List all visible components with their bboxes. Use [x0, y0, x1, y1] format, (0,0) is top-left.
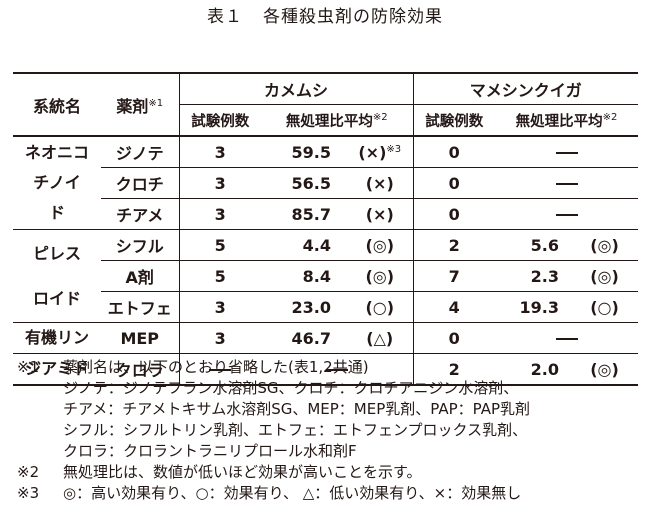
dash-mark — [555, 152, 578, 154]
m-ratio: 19.3 — [495, 291, 571, 323]
footnote-text: チアメ：チアメトキサム水溶剤SG、MEP：MEP乳剤、PAP：PAP乳剤 — [63, 400, 531, 418]
k-ratio: 59.5 — [261, 135, 347, 168]
header-k-count: 試験例数 — [178, 104, 261, 136]
k-ratio: 8.4 — [261, 260, 347, 292]
drug-name: ジノテ — [101, 135, 179, 168]
k-eval: (×) — [347, 167, 413, 199]
table-number: 表１ — [207, 7, 243, 27]
k-count — [178, 353, 261, 386]
footnote: ※1 薬剤名は、以下のとおり省略した(表1,2共通) — [17, 357, 647, 378]
header-m-ratio: 無処理比平均※2 — [515, 111, 618, 130]
table-row: ピレス ロイド シフル 5 4.4 (◎) 2 5.6 (◎) — [13, 229, 639, 323]
table-row: エトフェ 3 23.0 (○) 4 19.3 (○) — [13, 291, 639, 323]
footnote-text: ◎：高い効果有り、○：効果有り、 △：低い効果有り、×：効果無し — [63, 484, 522, 502]
k-count: 3 — [178, 291, 261, 323]
system-name: ネオニコ チノイド — [13, 135, 101, 230]
header-system: 系統名 — [13, 72, 101, 136]
footnote-text: 無処理比は、数値が低いほど効果が高いことを示す。 — [63, 463, 422, 481]
table-title: 表１ 各種殺虫剤の防除効果 — [0, 2, 650, 27]
footnote-text: シフル：シフルトリン乳剤、エトフェ：エトフェンプロックス乳剤、 — [63, 421, 528, 439]
m-eval: (◎) — [571, 353, 639, 386]
drug-name: シフル — [101, 229, 179, 261]
system-name: ピレス ロイド — [13, 229, 101, 323]
m-count: 7 — [412, 260, 495, 292]
m-count: 2 — [412, 229, 495, 261]
header-k-ratio: 無処理比平均※2 — [285, 111, 388, 130]
m-count: 2 — [412, 353, 495, 386]
drug-name: エトフェ — [101, 291, 179, 323]
k-count: 5 — [178, 229, 261, 261]
efficacy-table: 系統名 薬剤※1 カメムシ マメシンクイガ 試験例数 無処理比平均※2 試験例数… — [13, 72, 639, 386]
eval-note: ※3 — [386, 143, 402, 155]
k-count: 3 — [178, 322, 261, 354]
table-row: 有機リン MEP 3 46.7 (△) 0 — [13, 322, 639, 354]
m-ratio — [495, 198, 639, 230]
footnote-text: ジノテ：ジノテフラン水溶剤SG、クロチ：クロチアニジン水溶剤、 — [63, 379, 519, 397]
dash-mark — [555, 214, 578, 216]
drug-name: MEP — [101, 322, 179, 354]
k-eval: (○) — [347, 291, 413, 323]
table-row: チアメ 3 85.7 (×) 0 — [13, 198, 639, 230]
k-ratio: 46.7 — [261, 322, 347, 354]
drug-name: チアメ — [101, 198, 179, 230]
m-eval: (◎) — [571, 229, 639, 261]
k-count: 3 — [178, 135, 261, 168]
m-ratio: 2.3 — [495, 260, 571, 292]
k-eval: (×)※3 — [347, 135, 413, 168]
system-name: 有機リン — [13, 322, 101, 354]
drug-name: クロラ — [101, 353, 179, 386]
m-ratio — [495, 167, 639, 199]
k-ratio: 4.4 — [261, 229, 347, 261]
footnote: ※2 無処理比は、数値が低いほど効果が高いことを示す。 — [17, 462, 647, 483]
dash-mark — [209, 369, 232, 371]
table-row: クロチ 3 56.5 (×) 0 — [13, 167, 639, 199]
k-ratio — [261, 353, 413, 386]
header-drug: 薬剤※1 — [101, 72, 179, 136]
k-count: 3 — [178, 167, 261, 199]
footnote-mark: ※2 — [17, 463, 40, 481]
k-eval: (△) — [347, 322, 413, 354]
dash-mark — [555, 338, 578, 340]
m-count: 0 — [412, 167, 495, 199]
header-kamemushi: カメムシ — [178, 72, 413, 105]
table-row: A剤 5 8.4 (◎) 7 2.3 (◎) — [13, 260, 639, 292]
m-eval: (◎) — [571, 260, 639, 292]
drug-name: クロチ — [101, 167, 179, 199]
k-ratio: 85.7 — [261, 198, 347, 230]
m-count: 0 — [412, 135, 495, 168]
table-caption: 各種殺虫剤の防除効果 — [263, 7, 443, 27]
k-count: 3 — [178, 198, 261, 230]
k-ratio: 56.5 — [261, 167, 347, 199]
k-count: 5 — [178, 260, 261, 292]
table-row: ネオニコ チノイドジノテ 3 59.5 (×)※3 0 — [13, 135, 639, 230]
header-m-count: 試験例数 — [412, 104, 495, 136]
drug-name: A剤 — [101, 260, 179, 292]
m-ratio: 2.0 — [495, 353, 571, 386]
k-eval: (◎) — [347, 260, 413, 292]
footnote: ※3 ◎：高い効果有り、○：効果有り、 △：低い効果有り、×：効果無し — [17, 483, 647, 504]
m-ratio: 5.6 — [495, 229, 571, 261]
header-mameshinkuiga: マメシンクイガ — [412, 72, 639, 105]
system-name: ジアミド — [13, 353, 101, 386]
footnote-mark: ※1 — [17, 358, 40, 376]
table-row: ジアミド クロラ 2 2.0 (◎) — [13, 353, 639, 386]
m-count: 4 — [412, 291, 495, 323]
k-ratio: 23.0 — [261, 291, 347, 323]
m-count: 0 — [412, 322, 495, 354]
dash-mark — [555, 183, 578, 185]
header-drug-note: ※1 — [148, 97, 164, 109]
m-ratio — [495, 322, 639, 354]
footnotes: ※1 薬剤名は、以下のとおり省略した(表1,2共通) ジノテ：ジノテフラン水溶剤SG… — [17, 357, 647, 504]
m-eval: (○) — [571, 291, 639, 323]
footnote-mark: ※3 — [17, 484, 40, 502]
m-count: 0 — [412, 198, 495, 230]
footnote-text: 薬剤名は、以下のとおり省略した(表1,2共通) — [63, 358, 369, 376]
k-eval: (×) — [347, 198, 413, 230]
footnote-text: クロラ：クロラントラニリプロール水和剤F — [63, 442, 357, 460]
k-eval: (◎) — [347, 229, 413, 261]
m-ratio — [495, 135, 639, 168]
dash-mark — [325, 369, 348, 371]
